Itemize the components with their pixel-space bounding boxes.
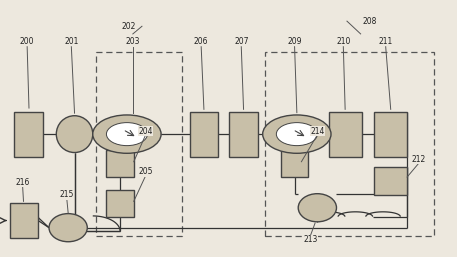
Text: 210: 210 xyxy=(336,37,351,46)
Text: 216: 216 xyxy=(16,178,30,187)
Text: 208: 208 xyxy=(362,17,377,26)
FancyBboxPatch shape xyxy=(10,203,38,238)
Text: 203: 203 xyxy=(126,37,140,46)
Ellipse shape xyxy=(56,116,93,152)
FancyBboxPatch shape xyxy=(15,112,43,157)
Text: 215: 215 xyxy=(59,190,74,199)
Text: 207: 207 xyxy=(234,37,249,46)
Ellipse shape xyxy=(298,194,336,222)
Text: 202: 202 xyxy=(121,22,135,31)
Circle shape xyxy=(263,115,331,153)
FancyBboxPatch shape xyxy=(106,190,134,217)
FancyBboxPatch shape xyxy=(190,112,218,157)
Text: 212: 212 xyxy=(412,155,426,164)
Circle shape xyxy=(93,115,161,153)
Text: 214: 214 xyxy=(310,126,324,135)
Text: 204: 204 xyxy=(138,126,153,135)
Text: 206: 206 xyxy=(194,37,208,46)
Circle shape xyxy=(276,123,317,146)
Text: 201: 201 xyxy=(64,37,79,46)
FancyBboxPatch shape xyxy=(374,112,407,157)
FancyBboxPatch shape xyxy=(281,150,308,177)
Ellipse shape xyxy=(49,214,87,242)
Text: 211: 211 xyxy=(378,37,393,46)
Text: 205: 205 xyxy=(138,168,153,177)
FancyBboxPatch shape xyxy=(106,150,134,177)
Text: 213: 213 xyxy=(303,235,318,244)
Circle shape xyxy=(106,123,148,146)
Text: 209: 209 xyxy=(287,37,302,46)
FancyBboxPatch shape xyxy=(374,167,407,195)
Text: 200: 200 xyxy=(20,37,34,46)
FancyBboxPatch shape xyxy=(329,112,361,157)
FancyBboxPatch shape xyxy=(229,112,258,157)
